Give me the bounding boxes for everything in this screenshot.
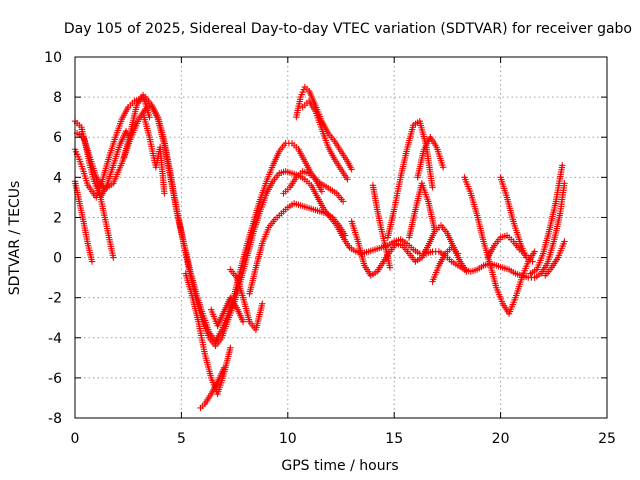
data-point — [259, 300, 266, 307]
data-point — [239, 318, 247, 325]
data-point — [522, 254, 530, 261]
data-points-layer — [71, 83, 568, 412]
y-tick-label: 4 — [53, 170, 62, 186]
x-tick-label: 0 — [71, 431, 80, 447]
x-tick-label: 15 — [385, 431, 403, 447]
x-tick-label: 10 — [279, 431, 297, 447]
data-point — [529, 258, 536, 265]
data-point — [110, 254, 117, 261]
data-point — [531, 248, 538, 255]
plot-frame — [74, 56, 608, 419]
x-axis-label: GPS time / hours — [281, 458, 398, 474]
data-point — [220, 364, 228, 372]
data-point — [561, 238, 568, 245]
chart-title: Day 105 of 2025, Sidereal Day-to-day VTE… — [64, 21, 632, 37]
data-point — [88, 258, 96, 265]
y-tick-label: 8 — [53, 90, 62, 106]
y-tick-label: -6 — [48, 371, 62, 387]
y-axis-label: SDTVAR / TECUs — [7, 181, 23, 296]
data-point — [161, 190, 168, 197]
y-tick-label: -2 — [48, 291, 62, 307]
y-tick-label: 6 — [53, 130, 62, 146]
x-tick-label: 20 — [492, 431, 510, 447]
data-point — [429, 184, 436, 191]
data-point — [227, 344, 234, 352]
data-point — [342, 232, 349, 239]
data-point — [318, 188, 326, 195]
data-point — [439, 164, 447, 171]
y-tick-label: 0 — [53, 251, 62, 267]
data-point — [559, 162, 566, 169]
x-tick-label: 25 — [598, 431, 616, 447]
x-tick-label: 5 — [177, 431, 186, 447]
data-point — [454, 250, 462, 257]
y-tick-label: -4 — [48, 331, 62, 347]
ticks-layer — [74, 56, 608, 419]
data-point — [344, 176, 351, 183]
y-tick-label: -8 — [48, 411, 62, 427]
y-tick-label: 10 — [44, 50, 62, 66]
x-tick-labels: 0 5 10 15 20 25 — [71, 431, 616, 447]
y-tick-labels: -8 -6 -4 -2 0 2 4 6 8 10 — [44, 50, 62, 427]
data-point — [463, 268, 470, 275]
data-point — [348, 166, 355, 173]
data-point — [339, 198, 347, 205]
data-point — [386, 264, 394, 271]
y-tick-label: 2 — [53, 210, 62, 226]
data-point — [431, 226, 438, 233]
